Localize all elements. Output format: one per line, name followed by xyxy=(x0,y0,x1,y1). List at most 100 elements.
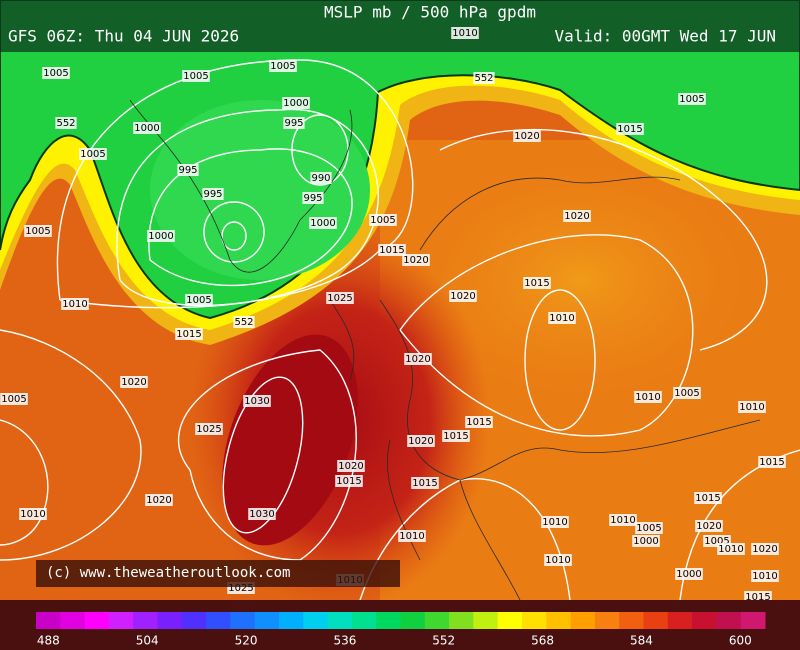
isobar-label-bg xyxy=(310,172,332,184)
isobar-label-bg xyxy=(678,93,706,105)
colorbar-swatch xyxy=(473,612,499,629)
isobar-label: 1020 xyxy=(564,211,589,222)
colorbar-swatch xyxy=(376,612,401,629)
isobar-label-bg xyxy=(635,522,663,534)
isobar-label-bg xyxy=(465,416,493,428)
isobar-label-bg xyxy=(61,298,89,310)
isobar-label-bg xyxy=(695,520,723,532)
isobar-label: 552 xyxy=(56,118,75,129)
isobar-label: 1000 xyxy=(633,536,658,547)
isobar-label: 1015 xyxy=(695,493,720,504)
isobar-label: 1015 xyxy=(412,478,437,489)
isobar-label: 1005 xyxy=(43,68,68,79)
colorbar-tick-label: 552 xyxy=(432,634,455,648)
colorbar-swatch xyxy=(254,612,280,629)
isobar-label-bg xyxy=(523,277,551,289)
isobar-label-bg xyxy=(544,554,572,566)
isobar-label: 1005 xyxy=(679,94,704,105)
isobar-label: 1025 xyxy=(228,583,253,594)
coastlines xyxy=(129,99,761,601)
colorbar-swatch xyxy=(449,612,474,629)
isobar-label-bg xyxy=(563,210,591,222)
colorbar-swatch xyxy=(667,612,693,629)
colorbar-swatch xyxy=(303,612,329,629)
colorbar-tick-label: 536 xyxy=(333,634,356,648)
colorbar-tick-label: 520 xyxy=(235,634,258,648)
isobar-label-bg xyxy=(694,492,722,504)
credit-box xyxy=(36,560,400,587)
isobar-label-bg xyxy=(451,27,479,39)
colorbar-swatch xyxy=(619,612,644,629)
isobar-label-bg xyxy=(513,130,541,142)
isobar-label-bg xyxy=(634,391,662,403)
isobar-label: 1010 xyxy=(752,571,777,582)
isobar-label-bg xyxy=(120,376,148,388)
isobar-label: 1005 xyxy=(183,71,208,82)
isobar-label: 1005 xyxy=(704,536,729,547)
colorbar-swatch xyxy=(108,612,134,629)
isobar-label-bg xyxy=(177,164,199,176)
trough xyxy=(150,100,370,280)
isobar-label: 1005 xyxy=(674,388,699,399)
colorbar-swatch xyxy=(36,612,61,629)
isobar-label-bg xyxy=(675,568,703,580)
isobar-label-bg xyxy=(616,123,644,135)
colorbar-tick-label: 568 xyxy=(531,634,554,648)
colorbar-swatch xyxy=(84,612,110,629)
colorbar-swatch xyxy=(400,612,426,629)
colorbar-swatch xyxy=(497,612,523,629)
isobar-label: 1010 xyxy=(549,313,574,324)
isobar-label-bg xyxy=(175,328,203,340)
isobar-label-bg xyxy=(326,292,354,304)
ridge-core xyxy=(222,334,358,546)
isobar-label-bg xyxy=(243,395,271,407)
isobar-label-bg xyxy=(337,460,365,472)
isobar-label: 1010 xyxy=(399,531,424,542)
header-bar xyxy=(0,0,800,52)
isobar-label-bg xyxy=(182,70,210,82)
colorbar-swatch xyxy=(570,612,596,629)
colorbar-swatch xyxy=(157,612,183,629)
isobar-label: 1015 xyxy=(443,431,468,442)
isobar-label: 1010 xyxy=(20,509,45,520)
isobar-label: 1015 xyxy=(745,592,770,603)
isobar-label-bg xyxy=(738,401,766,413)
credit: (c) www.theweatheroutlook.com xyxy=(46,565,290,581)
isobar-label-bg xyxy=(233,316,255,328)
isobar-label: 1015 xyxy=(379,245,404,256)
isobar-label-bg xyxy=(202,188,224,200)
warm-zone xyxy=(410,160,750,400)
isobar-label: 1010 xyxy=(542,517,567,528)
colorbar-swatch xyxy=(692,612,717,629)
isobar-label: 1015 xyxy=(466,417,491,428)
isobar-label: 1020 xyxy=(450,291,475,302)
isobar-label: 1000 xyxy=(310,218,335,229)
isobar-label-bg xyxy=(302,192,324,204)
colorbar-swatch xyxy=(740,612,766,629)
isobar-label: 1015 xyxy=(176,329,201,340)
isobar-label: 1000 xyxy=(676,569,701,580)
isobar-label-bg xyxy=(55,117,77,129)
isobar-labels: 1010 552 1005 1005 1005 1005 552 1000 1000 995 101… xyxy=(0,27,786,613)
isobar-label-bg xyxy=(673,387,701,399)
colorbar-swatch xyxy=(230,612,256,629)
isobar-label: 1005 xyxy=(270,61,295,72)
isobar-label: 1010 xyxy=(452,28,477,39)
isobar-label: 1000 xyxy=(148,231,173,242)
isobar-label-bg xyxy=(442,430,470,442)
isobar-label-bg xyxy=(369,214,397,226)
isobar-label-bg xyxy=(269,60,297,72)
isobar-label: 1020 xyxy=(696,521,721,532)
run-label: GFS 06Z: Thu 04 JUN 2026 xyxy=(8,27,239,46)
colorbar-swatch xyxy=(60,612,86,629)
isobar-label: 1030 xyxy=(249,509,274,520)
isobar-label: 1005 xyxy=(80,149,105,160)
isobar-label-bg xyxy=(282,97,310,109)
isobar-label-bg xyxy=(79,148,107,160)
isobar-label: 1010 xyxy=(718,544,743,555)
colorbar-swatch xyxy=(206,612,231,629)
isobar-label: 1010 xyxy=(635,392,660,403)
colorbar-swatch xyxy=(643,612,669,629)
isobar-label: 1020 xyxy=(514,131,539,142)
